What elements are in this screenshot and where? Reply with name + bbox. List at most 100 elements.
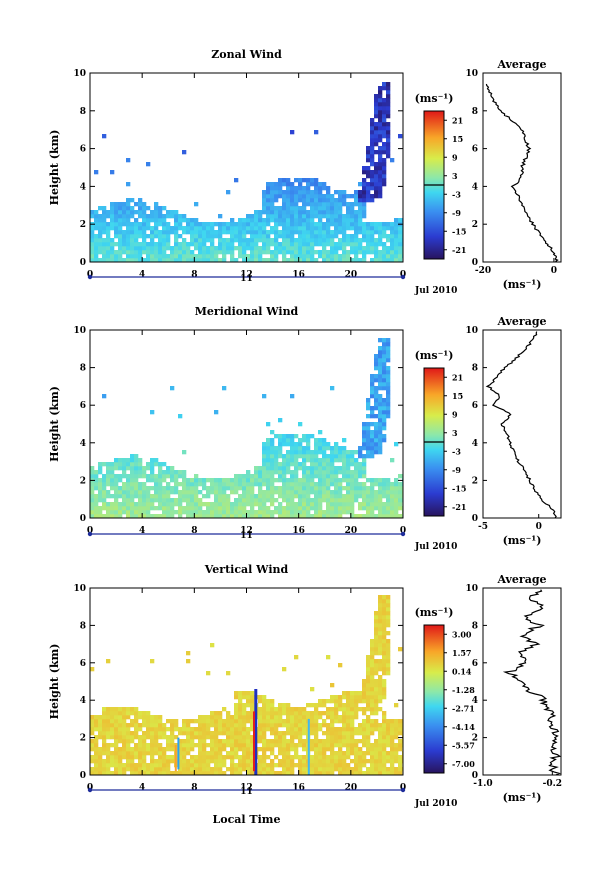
heatmap-cell xyxy=(370,446,375,451)
month-label: Jul 2010 xyxy=(414,799,457,809)
heatmap-cell xyxy=(182,739,187,744)
heatmap-cell xyxy=(166,727,171,732)
colorbar-tick-label: 15 xyxy=(452,391,463,401)
heatmap-cell xyxy=(382,763,387,768)
heatmap-cell xyxy=(378,426,383,431)
heatmap-cell xyxy=(286,723,291,728)
heatmap-cell xyxy=(374,639,379,644)
heatmap-cell xyxy=(122,250,127,255)
heatmap-cell xyxy=(330,458,335,463)
heatmap-cell xyxy=(326,510,331,515)
heatmap-cell xyxy=(162,755,167,760)
heatmap-cell xyxy=(346,238,351,243)
y-tick-label: 10 xyxy=(73,584,86,594)
heatmap-cell xyxy=(278,250,283,255)
heatmap-cell xyxy=(134,767,139,772)
heatmap-cell xyxy=(114,478,119,483)
heatmap-cell xyxy=(386,122,391,127)
heatmap-cell xyxy=(330,482,335,487)
heatmap-cell xyxy=(214,767,219,772)
heatmap-cell xyxy=(330,683,335,688)
heatmap-cell xyxy=(158,470,163,475)
heatmap-cell xyxy=(250,242,255,247)
heatmap-cell xyxy=(386,234,391,239)
heatmap-cell xyxy=(330,478,335,483)
heatmap-cell xyxy=(126,747,131,752)
heatmap-cell xyxy=(298,198,303,203)
heatmap-cell xyxy=(122,502,127,507)
heatmap-cell xyxy=(234,246,239,251)
heatmap-cell xyxy=(278,190,283,195)
heatmap-cell xyxy=(378,643,383,648)
heatmap-cell xyxy=(386,406,391,411)
average-y-tick-label: 2 xyxy=(472,476,478,486)
heatmap-cell xyxy=(250,230,255,235)
heatmap-cell xyxy=(390,238,395,243)
heatmap-cell xyxy=(310,226,315,231)
heatmap-cell xyxy=(118,506,123,511)
heatmap-cell xyxy=(102,743,107,748)
heatmap-cell xyxy=(378,94,383,99)
heatmap-cell xyxy=(126,474,131,479)
heatmap-cell xyxy=(282,194,287,199)
heatmap-cell xyxy=(366,242,371,247)
heatmap-cell xyxy=(342,494,347,499)
heatmap-cell xyxy=(238,230,243,235)
heatmap-cell xyxy=(278,739,283,744)
heatmap-cell xyxy=(94,250,99,255)
heatmap-cell xyxy=(394,759,399,764)
heatmap-cell xyxy=(202,502,207,507)
heatmap-cell xyxy=(374,763,379,768)
heatmap-cell xyxy=(338,242,343,247)
heatmap-cell xyxy=(338,194,343,199)
heatmap-cell xyxy=(214,751,219,756)
heatmap-cell xyxy=(114,226,119,231)
heatmap-cell xyxy=(198,254,203,259)
heatmap-cell xyxy=(134,731,139,736)
heatmap-cell xyxy=(326,735,331,740)
heatmap-cell xyxy=(310,178,315,183)
heatmap-cell xyxy=(330,214,335,219)
average-frame xyxy=(482,72,562,263)
heatmap-cell xyxy=(262,751,267,756)
heatmap-cell xyxy=(374,711,379,716)
heatmap-cell xyxy=(94,763,99,768)
heatmap-cell xyxy=(358,695,363,700)
heatmap-cell xyxy=(250,719,255,724)
heatmap-cell xyxy=(358,222,363,227)
heatmap-cell xyxy=(162,462,167,467)
heatmap-cell xyxy=(326,767,331,772)
heatmap-cell xyxy=(146,478,151,483)
heatmap-cell xyxy=(346,498,351,503)
heatmap-cell xyxy=(238,707,243,712)
heatmap-cell xyxy=(350,194,355,199)
heatmap-cell xyxy=(270,474,275,479)
heatmap-cell xyxy=(266,446,271,451)
colorbar-unit: (ms⁻¹) xyxy=(415,349,454,362)
heatmap-cell xyxy=(326,186,331,191)
heatmap-cell xyxy=(302,727,307,732)
heatmap-cell xyxy=(270,450,275,455)
average-y-tick-label: 6 xyxy=(472,145,478,155)
heatmap-cell xyxy=(198,747,203,752)
heatmap-cell xyxy=(382,82,387,87)
heatmap-cell xyxy=(330,250,335,255)
heatmap-cell xyxy=(286,462,291,467)
chart-title: Vertical Wind xyxy=(204,563,289,576)
heatmap-cell xyxy=(210,514,215,518)
heatmap-cell xyxy=(334,494,339,499)
heatmap-cell xyxy=(382,258,387,262)
heatmap-cell xyxy=(346,719,351,724)
heatmap-cell xyxy=(322,474,327,479)
heatmap-cell xyxy=(210,643,215,648)
heatmap-cell xyxy=(362,170,367,175)
heatmap-cell xyxy=(334,506,339,511)
heatmap-cell xyxy=(222,486,227,491)
heatmap-cell xyxy=(274,739,279,744)
heatmap-cell xyxy=(318,206,323,211)
heatmap-cell xyxy=(362,699,367,704)
heatmap-cell xyxy=(330,206,335,211)
heatmap-cell xyxy=(102,230,107,235)
heatmap-cell xyxy=(210,478,215,483)
heatmap-cell xyxy=(382,182,387,187)
